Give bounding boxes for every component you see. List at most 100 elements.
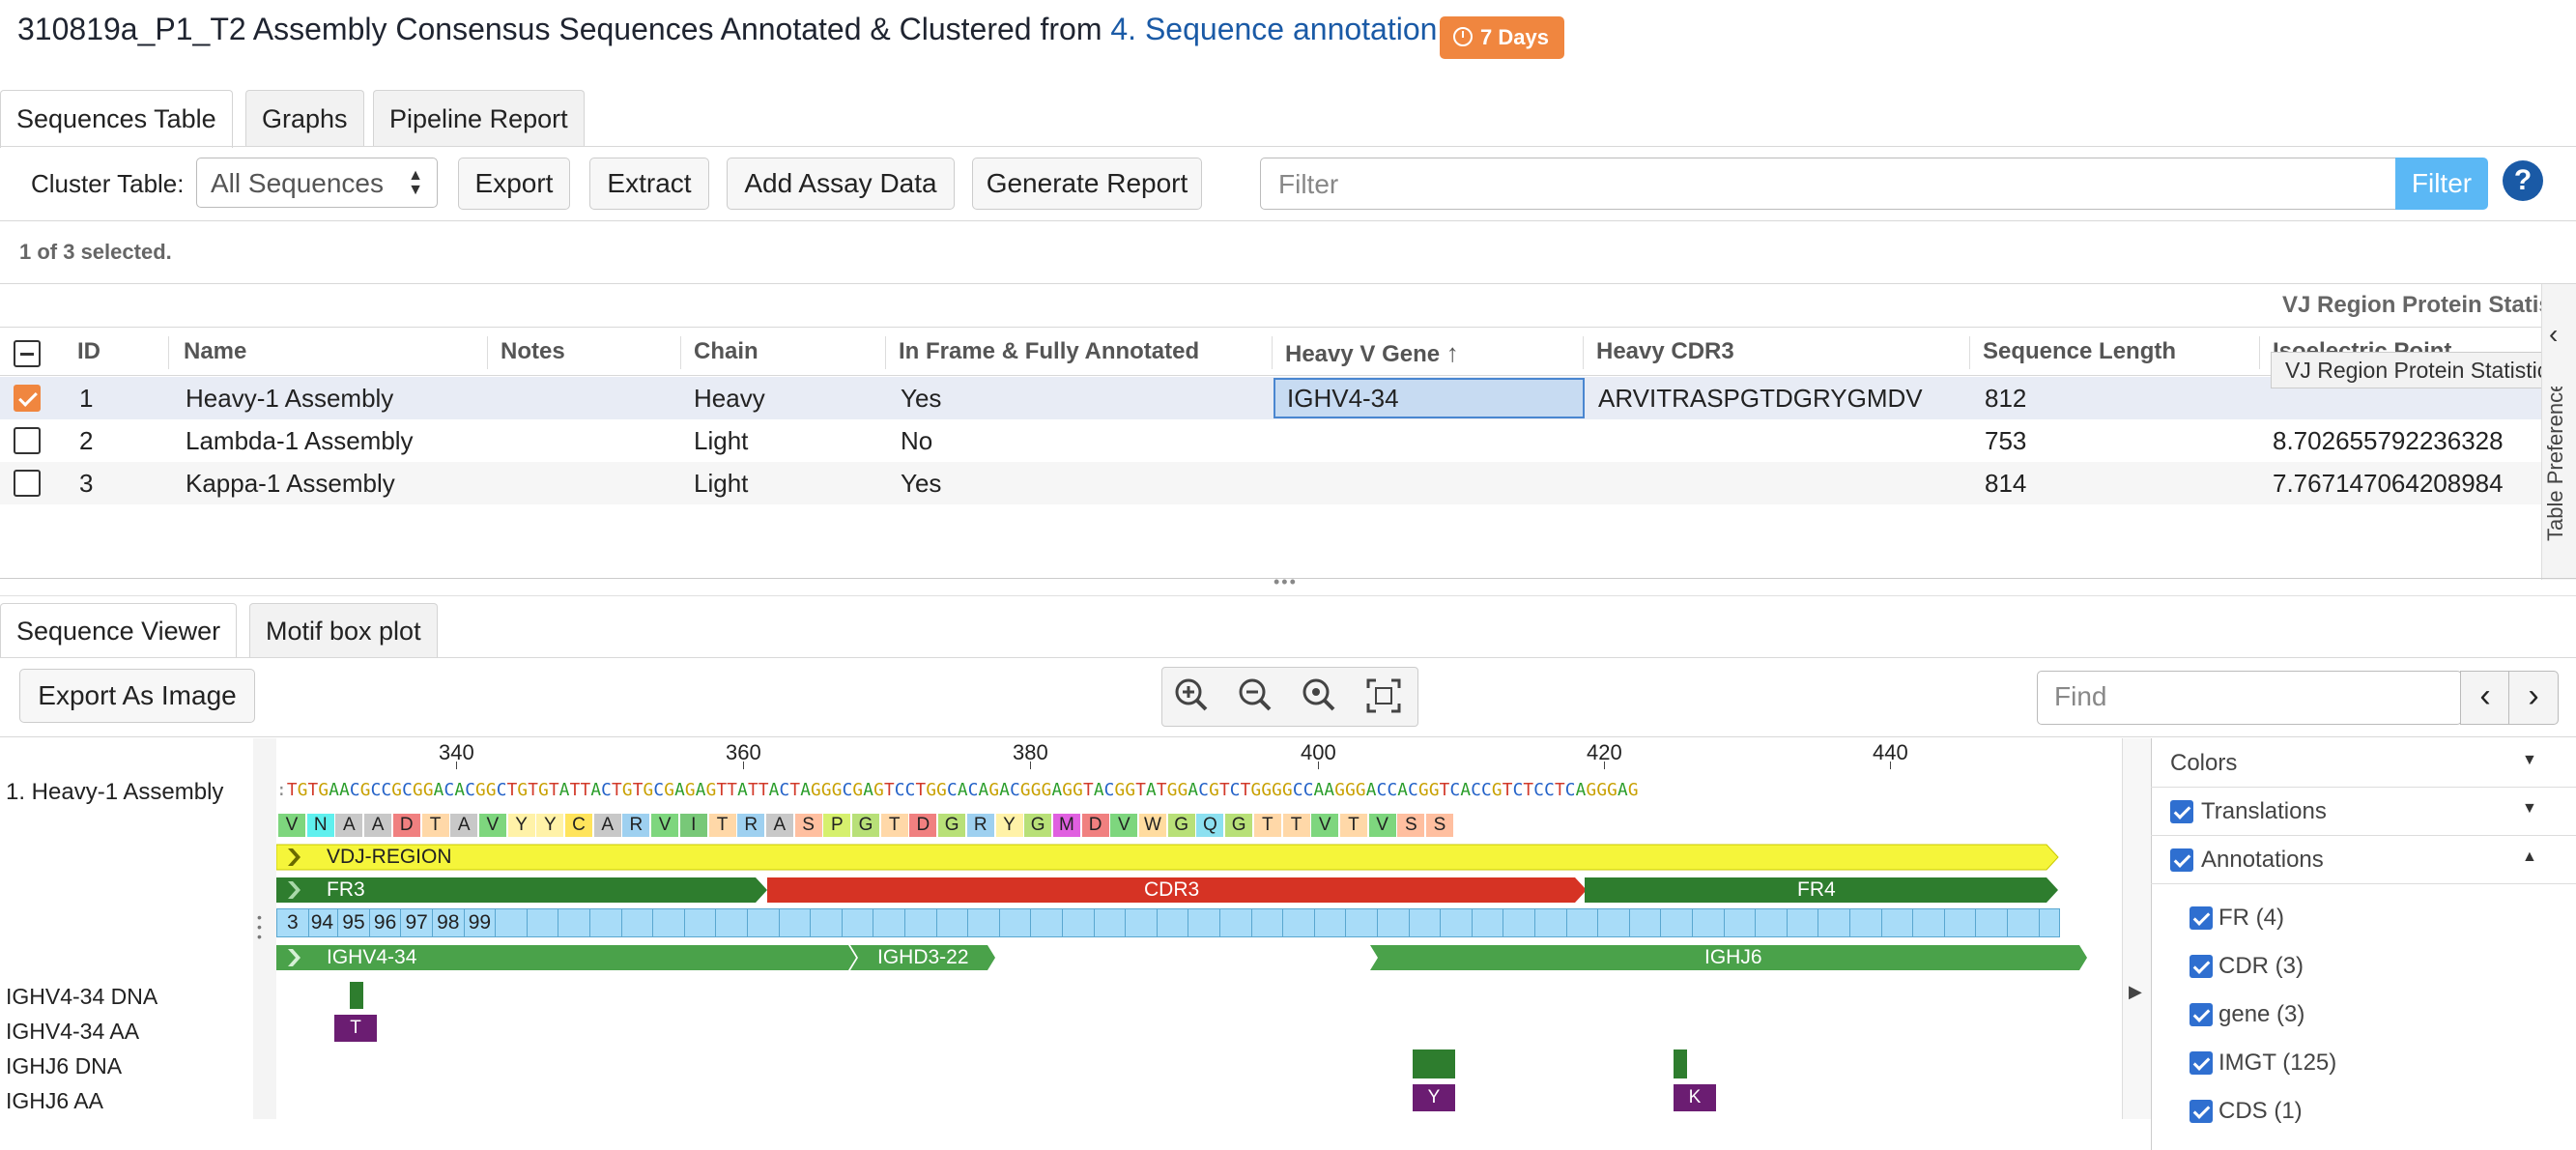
annotations-section[interactable] bbox=[2151, 837, 2576, 884]
gene-checkbox[interactable] bbox=[2190, 1003, 2213, 1026]
dna-base: T bbox=[307, 781, 319, 800]
filter-button[interactable]: Filter bbox=[2395, 158, 2488, 210]
find-next-icon[interactable]: › bbox=[2508, 671, 2559, 725]
chevron-up-icon[interactable]: ▲ bbox=[2522, 848, 2537, 865]
motif-dna-mark[interactable] bbox=[1413, 1049, 1455, 1078]
col-header-notes[interactable]: Notes bbox=[501, 338, 565, 364]
cell-id: 3 bbox=[79, 469, 94, 498]
splitter[interactable] bbox=[0, 578, 2576, 579]
imgt-position bbox=[1503, 909, 1535, 936]
col-header-chain[interactable]: Chain bbox=[694, 338, 758, 364]
chevron-down-icon[interactable]: ▼ bbox=[2522, 800, 2537, 817]
splitter-handle-icon[interactable]: ••• bbox=[1274, 572, 1298, 591]
row-checkbox[interactable] bbox=[14, 470, 41, 497]
generate-report-button[interactable]: Generate Report bbox=[972, 158, 1202, 210]
amino-acid: D bbox=[909, 814, 937, 837]
chevron-down-icon[interactable]: ▼ bbox=[2522, 752, 2537, 768]
filter-input[interactable]: Filter bbox=[1260, 158, 2396, 210]
ighj-gene-annotation[interactable]: IGHJ6 bbox=[1370, 943, 2089, 977]
find-prev-icon[interactable]: ‹ bbox=[2460, 671, 2510, 725]
dna-base: C bbox=[947, 781, 958, 800]
motif-aa-mark[interactable]: T bbox=[334, 1015, 377, 1042]
panel-collapse-strip[interactable] bbox=[2122, 738, 2152, 1119]
imgt-position bbox=[1693, 909, 1725, 936]
translations-section[interactable] bbox=[2151, 789, 2576, 836]
colors-section[interactable] bbox=[2151, 740, 2576, 788]
dna-base: T bbox=[727, 781, 738, 800]
extract-button[interactable]: Extract bbox=[589, 158, 709, 210]
dna-base: G bbox=[297, 781, 308, 800]
col-separator[interactable] bbox=[168, 336, 169, 369]
col-separator[interactable] bbox=[885, 336, 886, 369]
table-row[interactable] bbox=[0, 462, 2541, 504]
tab-sequence-viewer[interactable]: Sequence Viewer bbox=[0, 603, 238, 658]
fr-checkbox[interactable] bbox=[2190, 906, 2213, 930]
col-header-heavy-cdr3[interactable]: Heavy CDR3 bbox=[1596, 338, 1734, 364]
row-checkbox[interactable] bbox=[14, 427, 41, 454]
title-link[interactable]: 4. Sequence annotation bbox=[1110, 12, 1438, 46]
motif-dna-mark[interactable] bbox=[350, 982, 363, 1009]
imgt-track[interactable]: 3 94 95 96 97 98 99 bbox=[276, 908, 2060, 937]
zoom-reset-icon[interactable] bbox=[1295, 671, 1345, 726]
translations-checkbox[interactable] bbox=[2170, 800, 2193, 823]
cluster-table-select[interactable]: All Sequences ▲ ▼ bbox=[196, 158, 438, 208]
col-separator[interactable] bbox=[1969, 336, 1970, 369]
col-header-id[interactable]: ID bbox=[77, 338, 100, 364]
ighd-gene-annotation[interactable]: IGHD3-22 bbox=[850, 943, 995, 977]
motif-aa-mark[interactable]: Y bbox=[1413, 1084, 1455, 1111]
collapse-left-icon[interactable]: ‹ bbox=[2549, 319, 2559, 349]
select-all-checkbox[interactable] bbox=[14, 340, 41, 367]
help-icon[interactable]: ? bbox=[2503, 160, 2543, 201]
expand-right-icon[interactable]: ▶ bbox=[2129, 982, 2142, 1001]
drag-handle-icon[interactable]: • • • bbox=[257, 909, 262, 944]
tab-motif-box-plot[interactable]: Motif box plot bbox=[249, 603, 438, 658]
annotations-checkbox[interactable] bbox=[2170, 848, 2193, 872]
motif-dna-mark[interactable] bbox=[1674, 1049, 1687, 1078]
zoom-in-icon[interactable] bbox=[1167, 671, 1217, 726]
table-row[interactable] bbox=[0, 419, 2541, 462]
imgt-position bbox=[685, 909, 717, 936]
export-as-image-button[interactable]: Export As Image bbox=[19, 669, 255, 723]
track-label-sequence: 1. Heavy-1 Assembly bbox=[6, 779, 224, 805]
col-separator[interactable] bbox=[680, 336, 681, 369]
amino-acid: R bbox=[622, 814, 650, 837]
motif-aa-mark[interactable]: K bbox=[1674, 1084, 1716, 1111]
table-preferences-tab[interactable] bbox=[2541, 284, 2576, 580]
add-assay-data-button[interactable]: Add Assay Data bbox=[727, 158, 955, 210]
zoom-out-icon[interactable] bbox=[1231, 671, 1281, 726]
cds-checkbox[interactable] bbox=[2190, 1100, 2213, 1123]
dna-base: C bbox=[1449, 781, 1461, 800]
fr3-annotation[interactable]: FR3 bbox=[276, 876, 769, 909]
sequence-canvas[interactable]: 340 360 380 400 420 440 :TGTGAACGCCGCGGA… bbox=[276, 738, 2122, 1119]
amino-acid: R bbox=[966, 814, 994, 837]
col-separator[interactable] bbox=[2259, 336, 2260, 369]
table-row[interactable] bbox=[0, 377, 2541, 419]
col-separator[interactable] bbox=[1272, 336, 1273, 369]
col-header-inframe[interactable]: In Frame & Fully Annotated bbox=[899, 338, 1200, 364]
fit-to-screen-icon[interactable] bbox=[1359, 671, 1409, 726]
tab-sequences-table[interactable]: Sequences Table bbox=[0, 90, 233, 148]
col-separator[interactable] bbox=[1583, 336, 1584, 369]
export-button[interactable]: Export bbox=[458, 158, 570, 210]
ighv-gene-annotation[interactable]: IGHV4-34 bbox=[276, 943, 856, 977]
vdj-region-annotation[interactable]: VDJ-REGION bbox=[276, 843, 2060, 877]
row-checkbox[interactable] bbox=[14, 385, 41, 412]
imgt-position bbox=[1126, 909, 1158, 936]
fr4-annotation[interactable]: FR4 bbox=[1585, 876, 2060, 909]
tab-pipeline-report[interactable]: Pipeline Report bbox=[373, 90, 585, 147]
tab-graphs[interactable]: Graphs bbox=[245, 90, 364, 147]
col-header-heavy-v-gene[interactable]: Heavy V Gene ↑ bbox=[1285, 338, 1459, 368]
imgt-checkbox[interactable] bbox=[2190, 1051, 2213, 1075]
col-header-sequence-length[interactable]: Sequence Length bbox=[1983, 338, 2177, 364]
dna-base: G bbox=[831, 781, 843, 800]
cdr3-annotation[interactable]: CDR3 bbox=[767, 876, 1589, 909]
imgt-position bbox=[1063, 909, 1095, 936]
col-header-name[interactable]: Name bbox=[184, 338, 247, 364]
focused-cell[interactable] bbox=[1274, 378, 1585, 418]
cdr-checkbox[interactable] bbox=[2190, 955, 2213, 978]
track-label-ighj-aa: IGHJ6 AA bbox=[6, 1088, 103, 1113]
ruler-tick bbox=[1604, 762, 1605, 769]
dna-base: C bbox=[465, 781, 476, 800]
col-separator[interactable] bbox=[487, 336, 488, 369]
find-input[interactable]: Find bbox=[2054, 681, 2107, 711]
